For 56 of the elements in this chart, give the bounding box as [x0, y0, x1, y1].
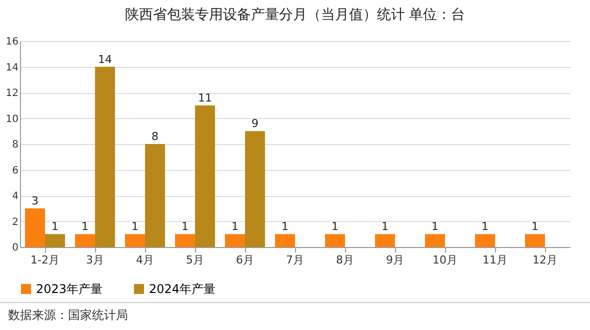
data-label: 9 — [252, 117, 258, 130]
bar — [425, 234, 445, 247]
bar — [75, 234, 95, 247]
x-tick-label: 3月 — [86, 254, 104, 266]
bar — [45, 234, 65, 247]
y-tick-label: 8 — [12, 140, 18, 150]
source-note: 数据来源：国家统计局 — [8, 307, 129, 324]
data-label: 1 — [52, 220, 58, 234]
data-label: 1 — [532, 220, 538, 234]
x-tick-label: 7月 — [286, 254, 304, 266]
chart-title: 陕西省包装专用设备产量分月（当月值）统计 单位：台 — [124, 7, 466, 23]
x-tick-label: 12月 — [532, 254, 558, 266]
y-tick-label: 4 — [12, 191, 18, 202]
bar — [225, 234, 245, 247]
y-tick-label: 14 — [6, 62, 18, 74]
bar — [525, 234, 545, 247]
bar — [475, 234, 495, 247]
legend-label: 2024年产量 — [149, 282, 216, 296]
y-tick-label: 0 — [12, 242, 18, 254]
x-tick-label: 10月 — [432, 254, 458, 266]
x-tick-label: 4月 — [136, 254, 154, 266]
legend-label: 2023年产量 — [36, 282, 103, 296]
data-label: 1 — [132, 220, 138, 234]
data-label: 8 — [152, 130, 158, 143]
x-tick-label: 6月 — [236, 254, 254, 266]
data-label: 1 — [82, 220, 88, 234]
bar — [195, 105, 215, 247]
data-label: 11 — [198, 91, 212, 104]
y-tick-label: 16 — [6, 36, 18, 48]
y-tick-label: 2 — [12, 216, 18, 228]
bar — [375, 234, 395, 247]
bar — [325, 234, 345, 247]
y-tick-label: 6 — [12, 165, 18, 176]
data-label: 1 — [232, 220, 238, 234]
data-label: 1 — [282, 220, 288, 234]
data-label: 1 — [482, 220, 488, 234]
x-tick-label: 5月 — [186, 254, 204, 266]
bar — [125, 234, 145, 247]
bar — [175, 234, 195, 247]
bar — [245, 131, 265, 247]
data-label: 14 — [98, 52, 112, 66]
data-label: 3 — [32, 194, 38, 208]
bar — [95, 66, 115, 247]
x-tick-label: 11月 — [482, 254, 508, 266]
bar — [25, 208, 45, 247]
data-label: 1 — [182, 220, 188, 234]
x-tick-label: 9月 — [386, 254, 404, 266]
data-label: 1 — [432, 220, 438, 234]
y-tick-label: 10 — [6, 114, 18, 125]
x-tick-label: 8月 — [336, 254, 354, 266]
bar — [145, 144, 165, 247]
y-tick-label: 12 — [6, 88, 18, 99]
x-tick-label: 1-2月 — [30, 254, 60, 266]
data-label: 1 — [332, 220, 338, 234]
data-label: 1 — [382, 220, 388, 234]
bar — [275, 234, 295, 247]
